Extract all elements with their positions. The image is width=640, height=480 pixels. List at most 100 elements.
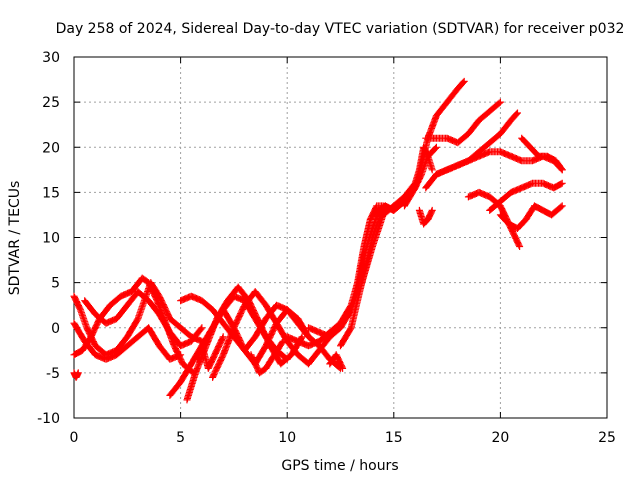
data-point bbox=[514, 109, 521, 117]
x-tick-label: 0 bbox=[70, 430, 79, 446]
data-point bbox=[552, 157, 565, 172]
x-tick-label: 5 bbox=[176, 430, 185, 446]
data-track-0 bbox=[70, 279, 206, 359]
data-track-18 bbox=[486, 179, 566, 214]
data-point bbox=[347, 298, 361, 332]
data-point bbox=[411, 163, 425, 192]
data-point bbox=[496, 117, 514, 138]
data-point bbox=[198, 297, 215, 313]
data-point bbox=[558, 202, 566, 210]
data-point bbox=[123, 334, 141, 350]
x-tick-label: 25 bbox=[598, 430, 616, 446]
y-tick-label: -5 bbox=[46, 366, 60, 382]
data-point bbox=[70, 347, 85, 359]
data-point bbox=[305, 348, 322, 368]
data-point bbox=[369, 212, 387, 250]
data-point bbox=[428, 206, 436, 214]
data-track-24 bbox=[326, 351, 347, 372]
y-tick-label: -10 bbox=[37, 411, 60, 427]
data-point bbox=[339, 364, 347, 372]
data-point bbox=[558, 166, 566, 174]
data-track-14 bbox=[422, 98, 504, 147]
data-point bbox=[422, 172, 439, 192]
data-point bbox=[81, 337, 98, 358]
data-point bbox=[514, 217, 529, 232]
data-point bbox=[516, 243, 524, 250]
data-point bbox=[464, 117, 482, 138]
data-point bbox=[70, 319, 88, 344]
data-point bbox=[262, 352, 278, 372]
data-point bbox=[177, 351, 185, 359]
data-points bbox=[70, 77, 566, 404]
y-tick-label: 10 bbox=[42, 231, 60, 247]
data-point bbox=[279, 337, 287, 345]
data-point bbox=[177, 361, 194, 386]
x-axis-label: GPS time / hours bbox=[281, 458, 398, 474]
data-point bbox=[475, 108, 493, 124]
data-point bbox=[70, 292, 84, 312]
x-tick-label: 10 bbox=[278, 430, 296, 446]
data-point bbox=[211, 334, 227, 359]
data-point bbox=[277, 352, 294, 368]
data-point bbox=[187, 325, 205, 345]
data-point bbox=[366, 203, 380, 223]
y-tick-label: 5 bbox=[51, 276, 60, 292]
data-point bbox=[183, 370, 199, 404]
data-track-23 bbox=[247, 337, 287, 377]
data-point bbox=[420, 217, 431, 228]
data-point bbox=[486, 198, 503, 214]
data-point bbox=[81, 297, 98, 317]
data-point bbox=[76, 306, 90, 330]
data-point bbox=[460, 77, 468, 85]
data-track-16 bbox=[432, 148, 566, 178]
data-track-17 bbox=[464, 188, 524, 250]
data-point bbox=[123, 316, 141, 341]
data-point bbox=[454, 78, 467, 93]
data-point bbox=[256, 365, 269, 377]
data-point bbox=[522, 203, 538, 223]
x-tick-labels: 0 5 10 15 20 25 bbox=[70, 430, 616, 446]
data-point bbox=[273, 307, 290, 327]
data-track-25 bbox=[415, 206, 436, 228]
data-point bbox=[72, 370, 82, 381]
data-point bbox=[113, 343, 130, 359]
data-point bbox=[113, 302, 130, 323]
data-point bbox=[202, 316, 220, 350]
data-point bbox=[432, 143, 440, 151]
data-point bbox=[134, 288, 151, 304]
data-point bbox=[134, 298, 148, 323]
data-point bbox=[337, 325, 354, 350]
data-point bbox=[315, 342, 333, 362]
data-point bbox=[177, 324, 194, 340]
data-point bbox=[558, 179, 566, 187]
data-track-21 bbox=[70, 369, 82, 381]
x-tick-label: 15 bbox=[385, 430, 403, 446]
data-point bbox=[155, 292, 173, 321]
data-point bbox=[145, 324, 162, 348]
data-point bbox=[241, 289, 258, 309]
data-point bbox=[543, 152, 559, 164]
data-track-22 bbox=[194, 333, 227, 372]
data-point bbox=[548, 203, 565, 219]
data-point bbox=[270, 339, 286, 359]
data-point bbox=[358, 244, 376, 287]
data-track-11 bbox=[337, 143, 440, 350]
data-point bbox=[224, 284, 241, 305]
data-point bbox=[518, 134, 533, 150]
chart-title: Day 258 of 2024, Sidereal Day-to-day VTE… bbox=[56, 21, 625, 37]
data-point bbox=[106, 293, 124, 309]
data-point bbox=[262, 321, 280, 350]
data-point bbox=[496, 98, 504, 106]
y-axis-label: SDTVAR / TECUs bbox=[7, 181, 23, 296]
data-point bbox=[145, 297, 162, 317]
data-point bbox=[219, 333, 227, 341]
data-point bbox=[123, 289, 141, 309]
data-point bbox=[145, 279, 160, 303]
data-point bbox=[166, 315, 183, 331]
data-point bbox=[475, 140, 493, 156]
data-point bbox=[379, 203, 397, 219]
y-tick-label: 20 bbox=[42, 140, 60, 156]
data-point bbox=[509, 229, 523, 249]
data-point bbox=[337, 307, 354, 332]
data-point bbox=[507, 110, 520, 124]
